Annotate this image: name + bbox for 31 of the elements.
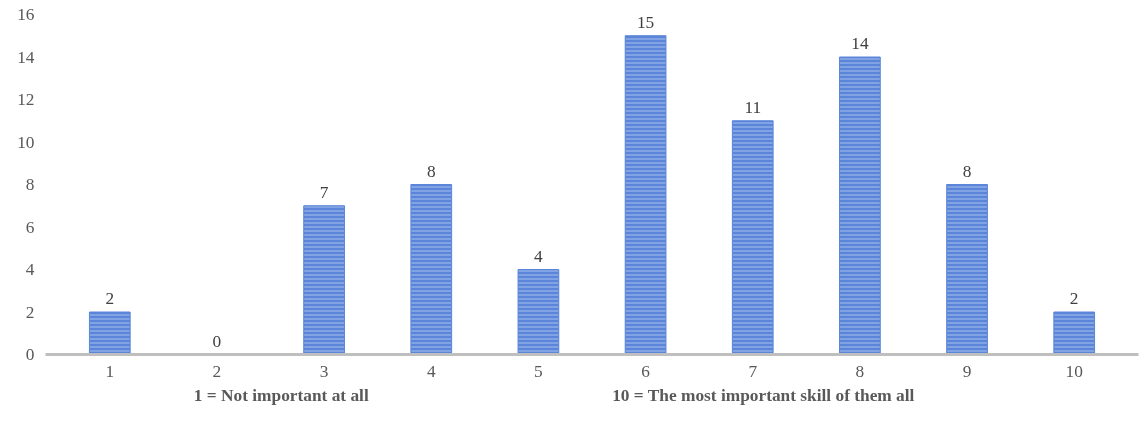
data-label: 14	[851, 34, 869, 53]
y-tick-label: 10	[17, 132, 35, 152]
x-tick-label: 6	[641, 361, 651, 381]
x-tick-label: 2	[212, 361, 222, 381]
x-tick-label: 10	[1065, 361, 1083, 381]
data-label: 4	[534, 246, 544, 266]
data-label: 7	[319, 182, 329, 202]
y-tick-label: 8	[25, 175, 35, 194]
x-tick-label: 9	[962, 361, 972, 381]
data-label: 8	[426, 161, 436, 181]
data-label: 15	[636, 12, 655, 32]
text: 1 = Not important at all	[193, 385, 369, 405]
data-label: 2	[1069, 289, 1079, 308]
data-label: 11	[744, 97, 762, 117]
data-label: 8	[962, 161, 972, 181]
y-tick-label: 4	[25, 260, 35, 279]
x-tick-label: 5	[534, 361, 543, 381]
x-tick-label: 8	[855, 361, 865, 381]
y-tick-label: 16	[17, 5, 35, 24]
x-tick-label: 1	[105, 361, 115, 381]
y-tick-label: 0	[25, 345, 35, 364]
y-tick-label: 6	[25, 217, 35, 237]
x-tick-label: 4	[426, 361, 436, 381]
data-label: 2	[105, 289, 115, 308]
y-tick-label: 2	[25, 302, 35, 322]
y-tick-label: 12	[17, 90, 35, 109]
y-tick-label: 14	[17, 47, 35, 67]
data-label: 0	[212, 331, 222, 351]
x-tick-label: 7	[748, 361, 758, 381]
text: 10 = The most important skill of them all	[612, 385, 915, 405]
x-tick-label: 3	[319, 361, 329, 381]
